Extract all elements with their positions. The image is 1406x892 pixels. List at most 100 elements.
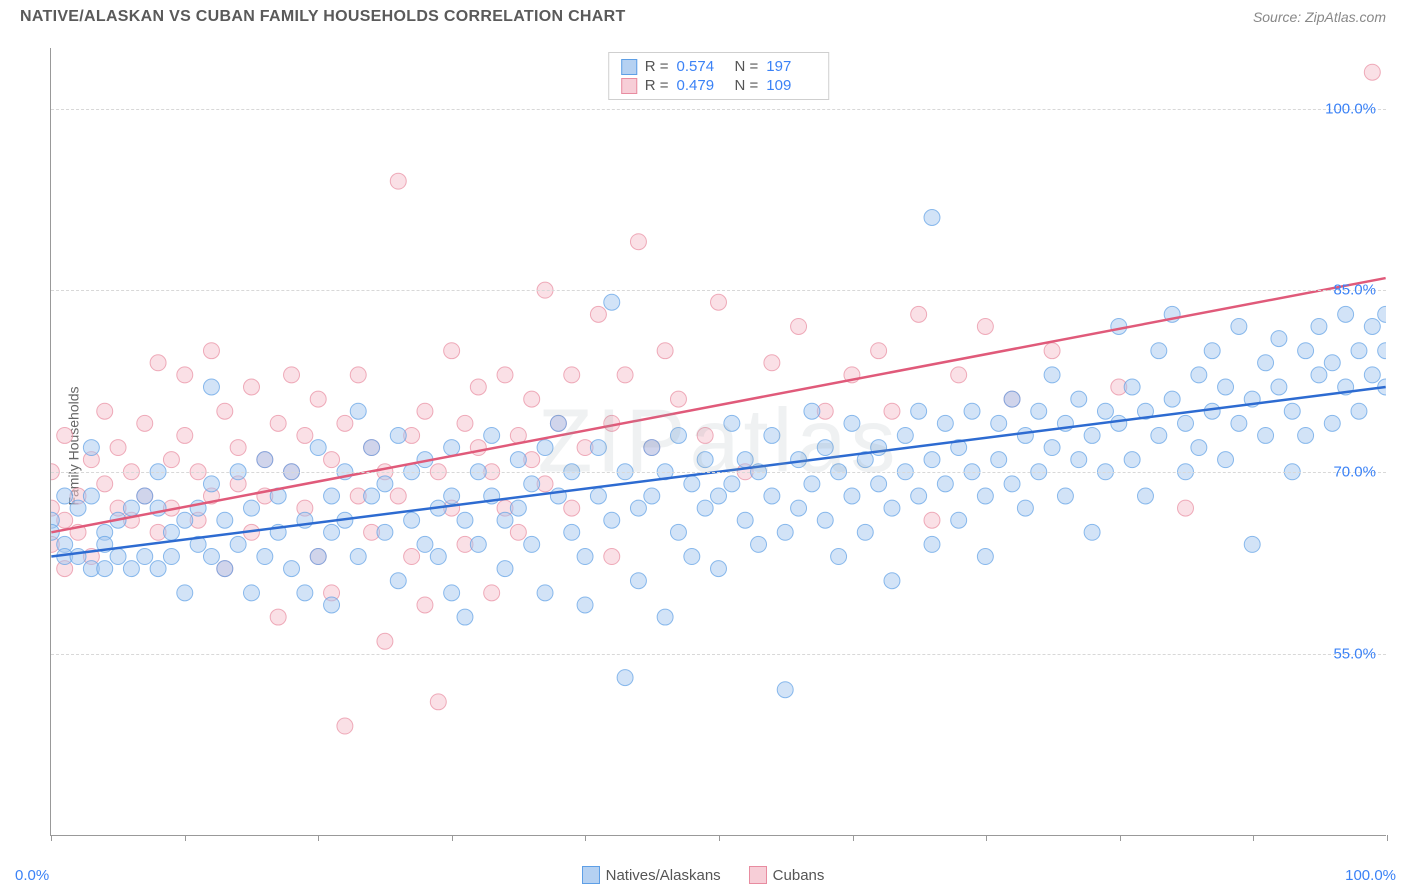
blue-point: [524, 476, 540, 492]
blue-point: [630, 500, 646, 516]
pink-swatch-icon: [749, 866, 767, 884]
blue-point: [163, 549, 179, 565]
pink-point: [444, 343, 460, 359]
stats-box: R =0.574N =197R =0.479N =109: [608, 52, 830, 100]
blue-point: [951, 512, 967, 528]
pink-point: [977, 318, 993, 334]
blue-point: [590, 440, 606, 456]
blue-point: [537, 440, 553, 456]
blue-point: [1044, 367, 1060, 383]
blue-point: [857, 524, 873, 540]
blue-point: [897, 427, 913, 443]
blue-point: [70, 549, 86, 565]
pink-swatch-icon: [621, 78, 637, 94]
gridline: [51, 109, 1386, 110]
blue-point: [924, 536, 940, 552]
y-tick-label: 55.0%: [1333, 646, 1376, 663]
blue-point: [764, 427, 780, 443]
blue-point: [1271, 379, 1287, 395]
blue-point: [1071, 452, 1087, 468]
blue-point: [310, 549, 326, 565]
r-label: R =: [645, 58, 669, 75]
blue-point: [1204, 403, 1220, 419]
blue-point: [711, 488, 727, 504]
pink-point: [417, 403, 433, 419]
blue-point: [177, 512, 193, 528]
pink-point: [297, 427, 313, 443]
blue-point: [1324, 415, 1340, 431]
blue-point: [83, 488, 99, 504]
x-tick: [986, 835, 987, 841]
blue-point: [924, 452, 940, 468]
blue-point: [1097, 403, 1113, 419]
blue-point: [1378, 306, 1386, 322]
blue-point: [444, 440, 460, 456]
blue-swatch-icon: [621, 59, 637, 75]
pink-point: [350, 367, 366, 383]
blue-point: [1057, 488, 1073, 504]
blue-point: [1284, 403, 1300, 419]
blue-point: [644, 440, 660, 456]
x-tick: [585, 835, 586, 841]
pink-point: [137, 415, 153, 431]
blue-point: [537, 585, 553, 601]
blue-point: [97, 561, 113, 577]
pink-point: [177, 367, 193, 383]
r-label: R =: [645, 77, 669, 94]
blue-point: [1178, 415, 1194, 431]
pink-point: [457, 415, 473, 431]
pink-point: [324, 452, 340, 468]
legend-item-pink: Cubans: [749, 866, 825, 884]
blue-point: [444, 585, 460, 601]
blue-point: [150, 561, 166, 577]
blue-point: [377, 476, 393, 492]
blue-point: [817, 512, 833, 528]
blue-point: [1231, 415, 1247, 431]
blue-point: [163, 524, 179, 540]
legend-label: Natives/Alaskans: [606, 867, 721, 884]
n-value: 109: [766, 77, 816, 94]
blue-point: [684, 476, 700, 492]
y-tick-label: 70.0%: [1333, 464, 1376, 481]
blue-point: [604, 294, 620, 310]
pink-point: [951, 367, 967, 383]
blue-point: [1311, 318, 1327, 334]
blue-point: [404, 512, 420, 528]
x-tick: [1387, 835, 1388, 841]
blue-point: [670, 524, 686, 540]
blue-point: [123, 500, 139, 516]
legend-label: Cubans: [773, 867, 825, 884]
blue-point: [1124, 452, 1140, 468]
blue-point: [444, 488, 460, 504]
blue-point: [390, 573, 406, 589]
pink-point: [244, 379, 260, 395]
x-min-label: 0.0%: [15, 867, 49, 884]
blue-point: [510, 500, 526, 516]
blue-point: [670, 427, 686, 443]
pink-point: [284, 367, 300, 383]
stat-row: R =0.574N =197: [621, 57, 817, 76]
blue-point: [657, 609, 673, 625]
pink-point: [377, 633, 393, 649]
gridline: [51, 472, 1386, 473]
blue-point: [697, 452, 713, 468]
blue-point: [110, 549, 126, 565]
blue-point: [1218, 452, 1234, 468]
pink-point: [57, 427, 73, 443]
blue-point: [630, 573, 646, 589]
blue-point: [257, 452, 273, 468]
blue-point: [924, 210, 940, 226]
blue-point: [1378, 343, 1386, 359]
blue-point: [724, 476, 740, 492]
blue-point: [831, 549, 847, 565]
blue-point: [1017, 427, 1033, 443]
plot-area: ZIPatlas R =0.574N =197R =0.479N =109 55…: [50, 48, 1386, 836]
blue-point: [1258, 355, 1274, 371]
blue-point: [1271, 331, 1287, 347]
x-tick: [51, 835, 52, 841]
pink-point: [390, 488, 406, 504]
pink-point: [97, 476, 113, 492]
blue-point: [590, 488, 606, 504]
blue-point: [724, 415, 740, 431]
pink-point: [404, 549, 420, 565]
